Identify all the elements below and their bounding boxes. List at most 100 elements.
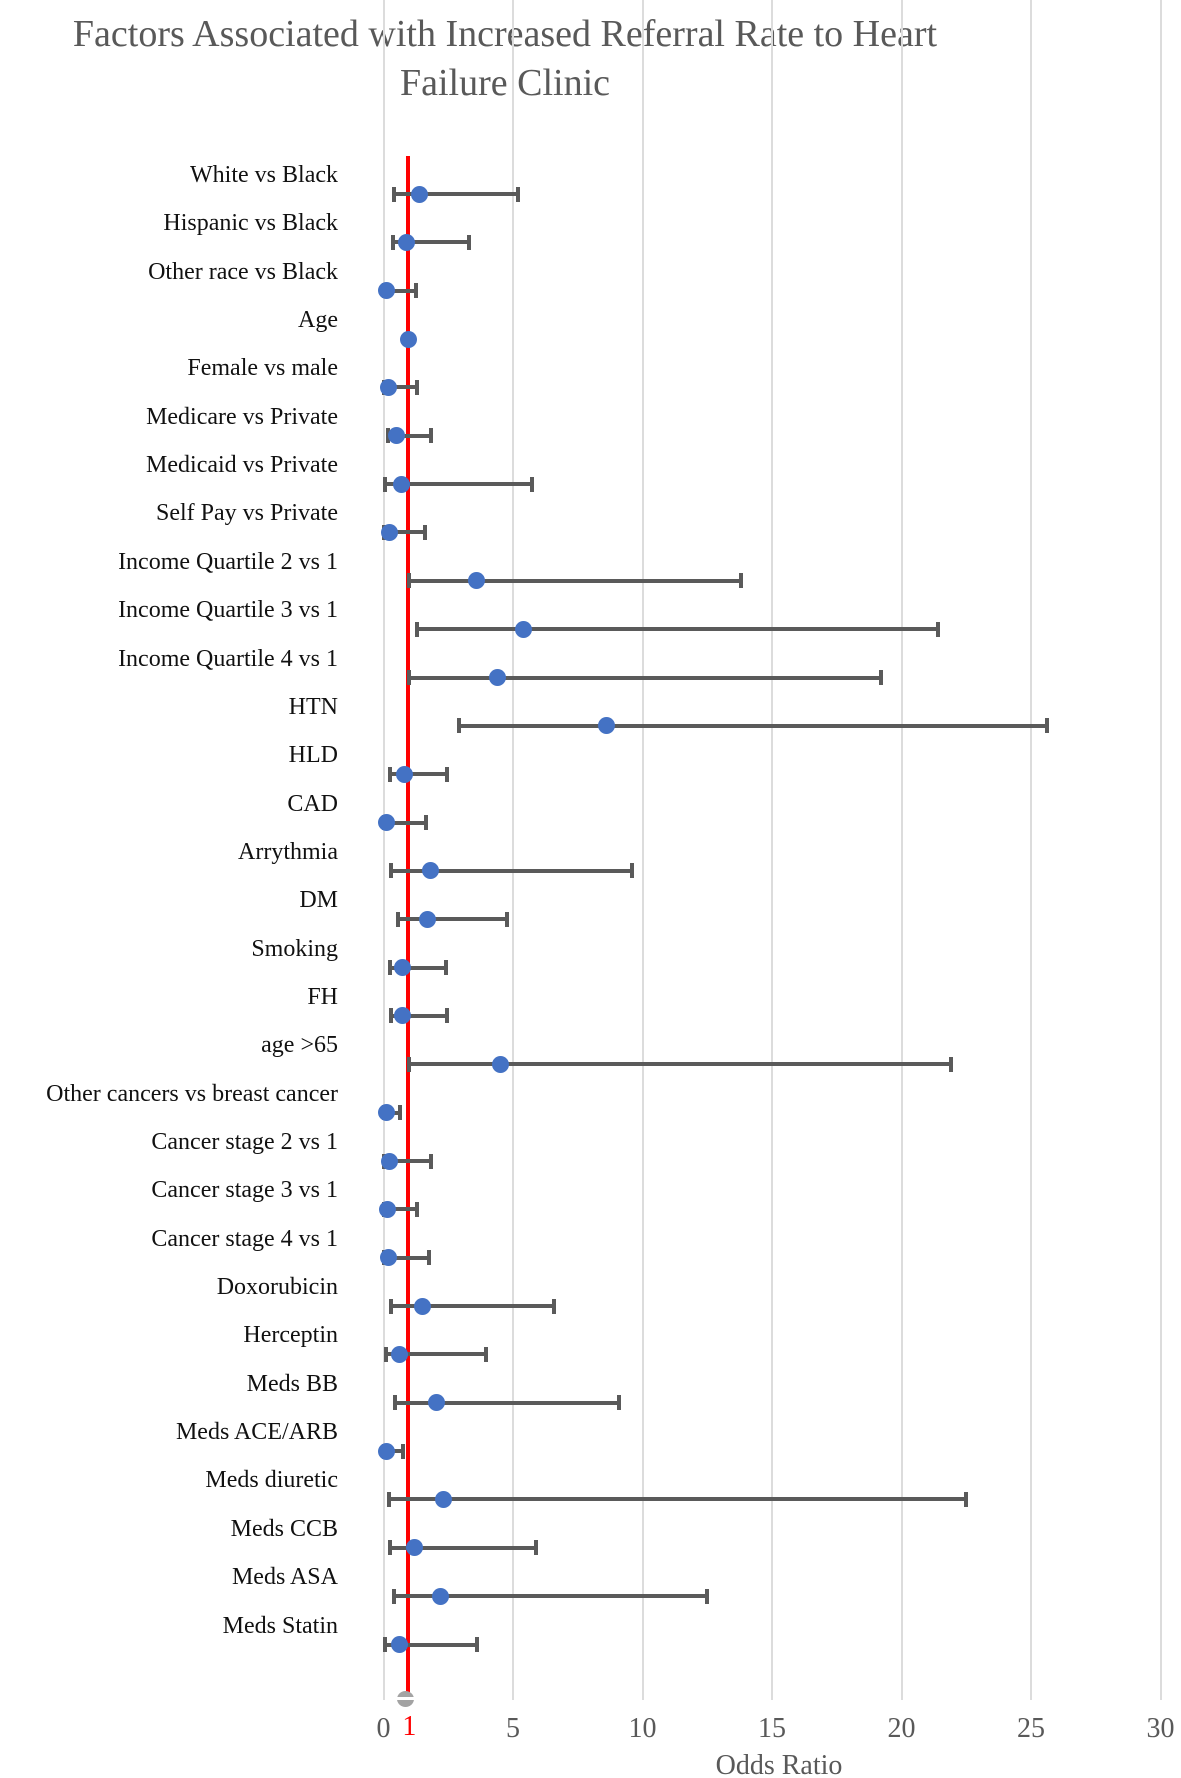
ci-whisker xyxy=(393,192,519,196)
ci-cap-low xyxy=(389,1008,394,1024)
category-label: Income Quartile 2 vs 1 xyxy=(118,548,338,575)
ci-cap-low xyxy=(389,1298,394,1314)
odds-ratio-dot xyxy=(387,427,405,445)
ci-whisker xyxy=(384,288,416,293)
odds-ratio-dot xyxy=(377,1104,395,1122)
category-label: Meds diuretic xyxy=(205,1467,338,1494)
gridline-15 xyxy=(771,0,773,1700)
ci-cap-high xyxy=(738,573,743,589)
ci-cap-low xyxy=(390,234,395,250)
ci-cap-high xyxy=(617,1395,622,1411)
ci-whisker xyxy=(388,1497,967,1502)
x-tick-label-5: 5 xyxy=(506,1713,520,1744)
ci-cap-low xyxy=(415,621,420,637)
odds-ratio-dot xyxy=(428,1394,446,1412)
gridline-0 xyxy=(382,0,385,1700)
odds-ratio-dot xyxy=(399,330,417,348)
ci-cap-low xyxy=(391,186,396,202)
ci-whisker xyxy=(417,627,938,632)
ci-whisker xyxy=(389,965,446,970)
category-label: Cancer stage 3 vs 1 xyxy=(151,1177,338,1204)
category-label: Doxorubicin xyxy=(216,1274,338,1301)
category-label: HTN xyxy=(288,693,338,720)
odds-ratio-dot xyxy=(431,1587,449,1605)
ci-cap-high xyxy=(552,1298,557,1314)
odds-ratio-dot xyxy=(514,620,532,638)
ci-cap-high xyxy=(422,524,427,540)
category-label: Female vs male xyxy=(187,355,338,382)
ci-cap-high xyxy=(935,621,940,637)
ci-cap-high xyxy=(705,1588,710,1604)
ci-whisker xyxy=(391,1013,447,1018)
category-label: CAD xyxy=(287,790,338,817)
ci-cap-low xyxy=(456,718,461,734)
category-label: Self Pay vs Private xyxy=(156,500,338,527)
ci-cap-low xyxy=(382,476,387,492)
gridline-10 xyxy=(641,0,644,1700)
ci-cap-high xyxy=(964,1491,969,1507)
category-label: Medicare vs Private xyxy=(146,403,338,430)
gridline-20 xyxy=(900,0,903,1700)
ci-cap-high xyxy=(400,1443,405,1459)
ci-cap-high xyxy=(504,911,509,927)
ci-cap-high xyxy=(415,1201,420,1217)
ci-whisker xyxy=(393,1594,708,1599)
ci-cap-high xyxy=(444,1008,449,1024)
ci-cap-low xyxy=(386,1491,391,1507)
category-label: Hispanic vs Black xyxy=(163,210,338,237)
ci-cap-high xyxy=(948,1056,953,1072)
category-label: Meds ACE/ARB xyxy=(175,1419,338,1446)
ci-whisker xyxy=(384,1642,477,1647)
category-label: Herceptin xyxy=(243,1322,338,1349)
odds-ratio-dot xyxy=(488,669,506,686)
odds-ratio-dot xyxy=(434,1490,452,1508)
category-label: Medicaid vs Private xyxy=(146,452,338,479)
ci-cap-high xyxy=(474,1637,479,1652)
odds-ratio-dot xyxy=(395,765,413,783)
ci-cap-low xyxy=(407,1056,412,1072)
ci-cap-low xyxy=(387,1540,392,1556)
ci-cap-low xyxy=(395,911,400,927)
ci-cap-high xyxy=(516,186,521,202)
ci-cap-high xyxy=(534,1540,539,1556)
ci-cap-high xyxy=(466,234,471,250)
ci-whisker xyxy=(409,675,881,680)
x-tick-label-0: 0 xyxy=(376,1713,391,1744)
x-tick-label-30: 30 xyxy=(1146,1713,1175,1744)
ci-whisker xyxy=(389,1545,537,1550)
ci-cap-low xyxy=(387,960,392,976)
odds-ratio-dot xyxy=(377,282,395,300)
odds-ratio-dot xyxy=(413,1297,431,1315)
odds-ratio-dot xyxy=(394,959,412,977)
chart-title: Factors Associated with Increased Referr… xyxy=(72,13,938,105)
category-label: Meds ASA xyxy=(231,1564,338,1591)
ci-whisker xyxy=(389,772,447,777)
odds-ratio-dot xyxy=(390,1636,408,1653)
category-label: Meds Statin xyxy=(222,1612,338,1639)
category-label: Cancer stage 4 vs 1 xyxy=(151,1225,338,1252)
gridline-25 xyxy=(1030,0,1032,1700)
odds-ratio-dot xyxy=(380,378,398,396)
ci-cap-low xyxy=(384,1346,389,1362)
ci-cap-high xyxy=(630,863,635,879)
odds-ratio-dot xyxy=(377,814,395,832)
ci-cap-low xyxy=(407,670,412,685)
category-label: Arrythmia xyxy=(238,838,338,865)
ci-whisker xyxy=(384,1255,429,1260)
ci-whisker xyxy=(384,482,533,487)
odds-ratio-dot xyxy=(381,523,399,541)
x-tick-label-10: 10 xyxy=(628,1713,657,1744)
ci-whisker xyxy=(395,1400,620,1405)
x-tick-label-reference-1: 1 xyxy=(402,1711,417,1742)
ci-whisker xyxy=(388,433,432,438)
ci-cap-high xyxy=(424,815,429,831)
category-label: DM xyxy=(299,887,338,914)
category-label: Other race vs Black xyxy=(148,258,338,285)
ci-cap-high xyxy=(530,476,535,492)
ci-cap-high xyxy=(398,1105,403,1121)
ci-whisker xyxy=(386,1352,486,1357)
ci-cap-high xyxy=(429,428,434,444)
ci-whisker xyxy=(391,1304,555,1309)
category-label: White vs Black xyxy=(190,162,338,188)
gray-axis-marker xyxy=(397,1691,414,1707)
